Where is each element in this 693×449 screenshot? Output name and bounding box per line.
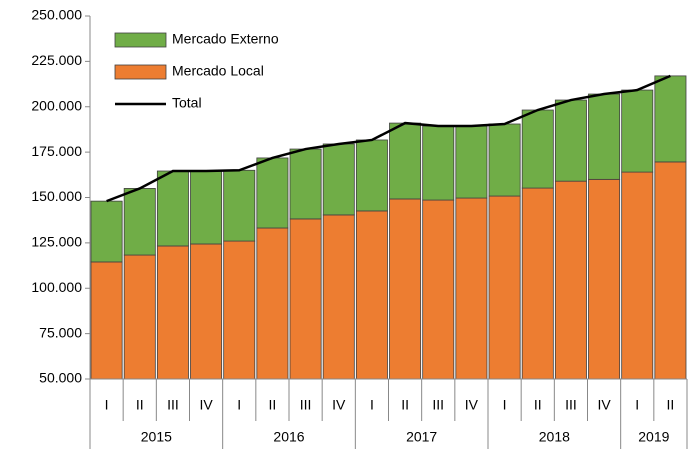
bar [322, 214, 355, 380]
x-tick-label: II [269, 397, 277, 413]
legend-label: Total [172, 95, 202, 111]
bar [90, 261, 123, 380]
x-tick-label: I [503, 397, 507, 413]
x-tick-label: II [136, 397, 144, 413]
bar [256, 227, 289, 380]
x-tick-label: II [534, 397, 542, 413]
group-label: 2016 [273, 429, 304, 445]
legend-label: Mercado Externo [172, 31, 279, 47]
bar [588, 93, 621, 180]
bar [422, 125, 455, 201]
x-tick-label: I [105, 397, 109, 413]
bar [289, 148, 322, 220]
x-tick-label: IV [597, 397, 611, 413]
x-tick-label: I [237, 397, 241, 413]
bar [256, 157, 289, 229]
bar [223, 240, 256, 380]
bar [654, 161, 687, 380]
bar [588, 178, 621, 380]
bar [621, 89, 654, 173]
legend-label: Mercado Local [172, 63, 264, 79]
bar [90, 200, 123, 263]
y-tick-label: 225.000 [31, 52, 82, 68]
y-tick-label: 75.000 [39, 324, 82, 340]
bar [156, 245, 189, 380]
group-label: 2015 [141, 429, 172, 445]
bar [488, 123, 521, 197]
group-label: 2017 [406, 429, 437, 445]
bar [355, 139, 388, 212]
y-tick-label: 200.000 [31, 97, 82, 113]
x-tick-label: I [635, 397, 639, 413]
bar [521, 187, 554, 380]
legend-swatch [114, 64, 167, 80]
bar [455, 125, 488, 199]
group-label: 2019 [638, 429, 669, 445]
bar [455, 197, 488, 380]
y-tick-label: 250.000 [31, 7, 82, 23]
bar [156, 170, 189, 247]
x-tick-label: IV [199, 397, 213, 413]
y-tick-label: 150.000 [31, 188, 82, 204]
x-tick-label: I [370, 397, 374, 413]
y-tick-label: 175.000 [31, 143, 82, 159]
y-tick-label: 100.000 [31, 279, 82, 295]
bar [355, 210, 388, 380]
bar [190, 243, 223, 380]
bar [554, 99, 587, 182]
bar [389, 198, 422, 380]
bar [554, 180, 587, 380]
x-tick-label: III [432, 397, 444, 413]
bar [123, 188, 156, 256]
x-tick-label: IV [332, 397, 346, 413]
bar [322, 143, 355, 216]
bar [654, 75, 687, 163]
x-tick-label: III [300, 397, 312, 413]
bar [389, 122, 422, 200]
group-label: 2018 [539, 429, 570, 445]
bar [289, 218, 322, 380]
x-tick-label: II [667, 397, 675, 413]
x-tick-label: III [167, 397, 179, 413]
legend-swatch [114, 32, 167, 48]
total-line [106, 74, 671, 203]
bar [422, 199, 455, 380]
y-tick-label: 125.000 [31, 234, 82, 250]
x-tick-label: III [565, 397, 577, 413]
x-tick-label: IV [465, 397, 479, 413]
bar [190, 170, 223, 245]
bar [223, 169, 256, 242]
y-tick-label: 50.000 [39, 370, 82, 386]
bar [488, 195, 521, 380]
bar [621, 171, 654, 380]
bar [521, 109, 554, 189]
bar [123, 254, 156, 380]
x-tick-label: II [401, 397, 409, 413]
